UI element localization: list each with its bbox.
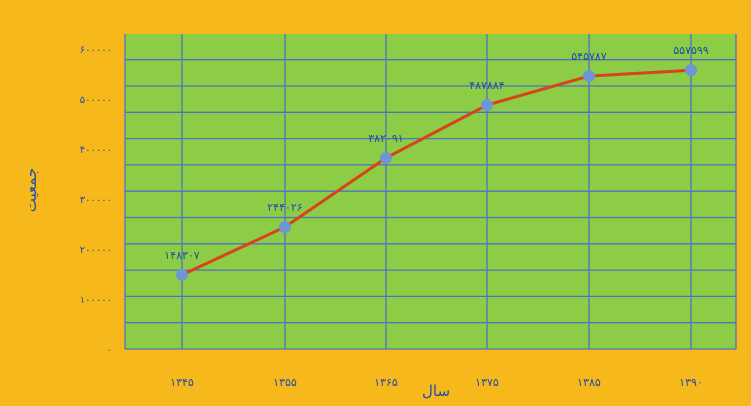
data-point: [481, 99, 493, 112]
y-tick-label: ۰: [107, 345, 112, 356]
series-line-path: [181, 68, 692, 277]
data-point: [583, 70, 595, 83]
y-tick-label: ۴۰۰۰۰۰: [80, 145, 112, 156]
x-axis-label: سال: [422, 382, 450, 400]
y-axis-ticks: ۰ ۱۰۰۰۰۰ ۲۰۰۰۰۰ ۳۰۰۰۰۰ ۴۰۰۰۰۰ ۵۰۰۰۰۰ ۶۰۰۰۰۰: [80, 45, 112, 356]
y-tick-label: ۲۰۰۰۰۰: [80, 245, 112, 256]
data-point: [380, 151, 392, 164]
x-tick-label: ۱۳۸۵: [577, 376, 601, 389]
x-tick-label: ۱۳۵۵: [273, 376, 297, 389]
x-tick-label: ۱۳۹۰: [679, 376, 703, 389]
data-label: ۲۴۴۰۲۶: [267, 201, 302, 214]
data-point: [176, 268, 188, 281]
grid: [124, 34, 737, 350]
y-tick-label: ۱۰۰۰۰۰: [80, 295, 112, 306]
y-axis-label: جمعیت: [22, 168, 40, 212]
data-label: ۵۵۷۵۹۹: [673, 44, 709, 57]
y-tick-label: ۳۰۰۰۰۰: [80, 195, 112, 206]
data-label: ۳۸۲۰۹۱: [368, 132, 403, 145]
x-tick-label: ۱۳۶۵: [374, 376, 398, 389]
y-tick-label: ۶۰۰۰۰۰: [80, 45, 112, 56]
series-line: ۱۴۸۳۰۷ ۲۴۴۰۲۶ ۳۸۲۰۹۱ ۴۸۷۸۸۴ ۵۴۵۷۸۷ ۵۵۷۵۹۹: [164, 44, 709, 281]
data-point: [685, 64, 697, 77]
data-label: ۱۴۸۳۰۷: [164, 249, 200, 262]
x-tick-label: ۱۳۴۵: [170, 376, 194, 389]
data-label: ۴۸۷۸۸۴: [469, 79, 505, 92]
data-label: ۵۴۵۷۸۷: [571, 50, 607, 63]
y-tick-label: ۵۰۰۰۰۰: [80, 95, 112, 106]
x-axis-ticks: ۱۳۴۵ ۱۳۵۵ ۱۳۶۵ ۱۳۷۵ ۱۳۸۵ ۱۳۹۰: [170, 376, 703, 389]
data-point: [279, 220, 291, 233]
x-tick-label: ۱۳۷۵: [475, 376, 499, 389]
